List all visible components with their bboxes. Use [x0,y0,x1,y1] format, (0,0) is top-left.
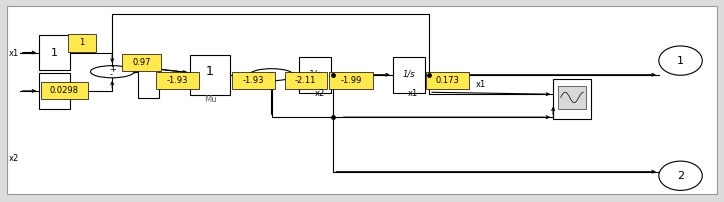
FancyBboxPatch shape [298,57,331,93]
Text: u²: u² [49,85,59,95]
Text: -: - [270,68,273,77]
FancyBboxPatch shape [426,72,469,89]
FancyBboxPatch shape [68,34,96,52]
Text: x1: x1 [476,80,486,89]
Text: 0.173: 0.173 [436,76,459,85]
FancyBboxPatch shape [329,72,373,89]
Text: Mu: Mu [203,96,216,104]
Ellipse shape [659,161,702,190]
FancyBboxPatch shape [558,86,586,109]
FancyBboxPatch shape [156,72,199,89]
Text: -2.11: -2.11 [295,76,316,85]
Text: x2: x2 [9,154,19,163]
FancyBboxPatch shape [7,6,717,194]
FancyBboxPatch shape [138,60,159,98]
FancyBboxPatch shape [41,82,88,99]
Text: 1: 1 [51,47,58,58]
Text: 0.97: 0.97 [132,58,151,67]
Text: -1.99: -1.99 [340,76,362,85]
Text: 1/s: 1/s [403,69,416,78]
Text: 1: 1 [79,38,85,47]
FancyBboxPatch shape [39,35,70,70]
FancyBboxPatch shape [190,55,230,95]
Circle shape [250,69,293,81]
FancyBboxPatch shape [285,72,327,89]
Text: x2: x2 [315,89,325,98]
FancyBboxPatch shape [39,73,70,108]
Text: -1.93: -1.93 [243,76,264,85]
Ellipse shape [659,46,702,75]
Text: 2: 2 [677,171,684,181]
Text: 1: 1 [206,65,214,78]
Circle shape [90,66,134,78]
Text: +: + [266,73,274,82]
FancyBboxPatch shape [122,54,161,71]
Text: 0.0298: 0.0298 [50,86,79,95]
Text: +: + [109,65,116,74]
Text: -: - [109,70,112,79]
FancyBboxPatch shape [553,79,591,119]
Text: -1.93: -1.93 [167,76,188,85]
FancyBboxPatch shape [232,72,275,89]
Text: x1: x1 [9,49,19,58]
FancyBboxPatch shape [392,57,426,93]
Text: 1/s: 1/s [308,69,321,78]
Text: x1: x1 [408,89,418,98]
Text: 1: 1 [677,56,684,66]
